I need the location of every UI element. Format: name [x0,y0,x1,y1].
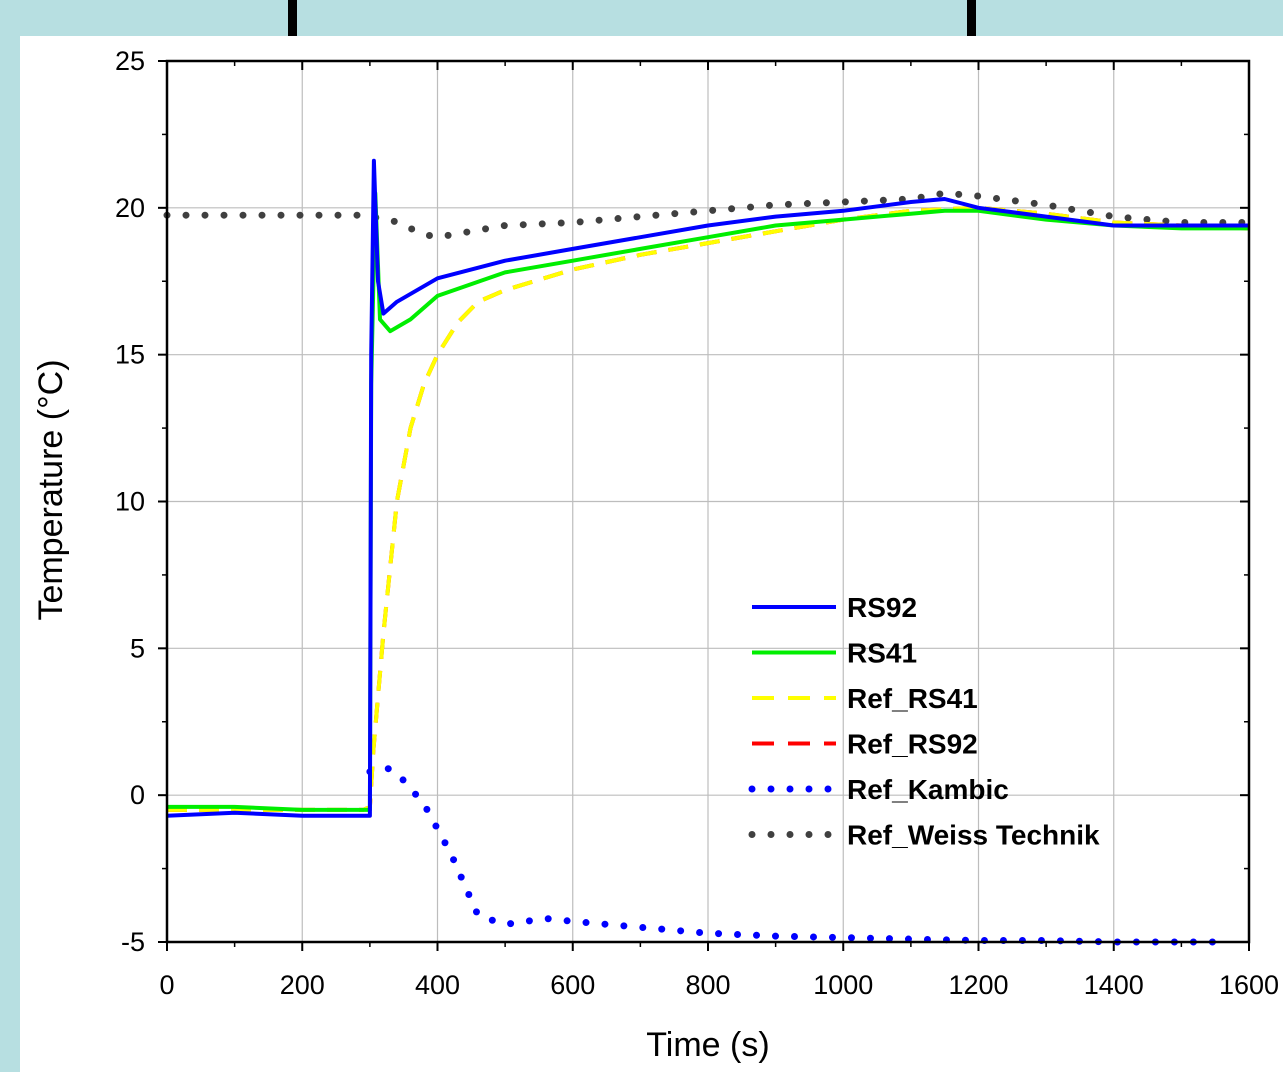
x-tick-label: 0 [159,970,174,1000]
series-rs92 [166,158,1249,818]
top-edge-mark-left [288,0,297,36]
top-edge-mark-right [967,0,976,36]
series-layer [163,158,1253,946]
legend-label: Ref_Weiss Technik [847,820,1100,851]
y-tick-label: -5 [121,927,145,957]
legend-label: Ref_RS92 [847,729,978,760]
legend-label: RS92 [847,592,917,623]
x-tick-label: 600 [550,970,595,1000]
y-tick-label: 10 [115,487,145,517]
x-tick-label: 1400 [1084,970,1144,1000]
y-tick-label: 0 [130,780,145,810]
x-axis-title: Time (s) [646,1026,769,1064]
y-tick-label: 15 [115,340,145,370]
grid [167,61,1249,942]
legend-label: Ref_Kambic [847,774,1009,805]
x-tick-label: 1600 [1219,970,1279,1000]
y-axis-title: Temperature (°C) [32,359,70,620]
x-tick-label: 200 [280,970,325,1000]
y-tick-label: 25 [115,46,145,76]
y-tick-label: 20 [115,193,145,223]
legend-label: Ref_RS41 [847,683,978,714]
series-ref-kambic [366,765,1226,946]
y-tick-label: 5 [130,633,145,663]
tick-labels: 0 200 400 600 800 1000 1200 1400 1600 -5 0 5 10 15 20 2… [115,46,1279,1000]
x-tick-label: 1200 [948,970,1008,1000]
x-tick-label: 1000 [813,970,873,1000]
ticks [158,60,1250,951]
legend: RS92 RS41 Ref_RS41 Ref_RS92 Ref_Kambic Ref_We… [748,592,1100,851]
x-tick-label: 800 [685,970,730,1000]
legend-label: RS41 [847,638,917,669]
x-tick-label: 400 [415,970,460,1000]
